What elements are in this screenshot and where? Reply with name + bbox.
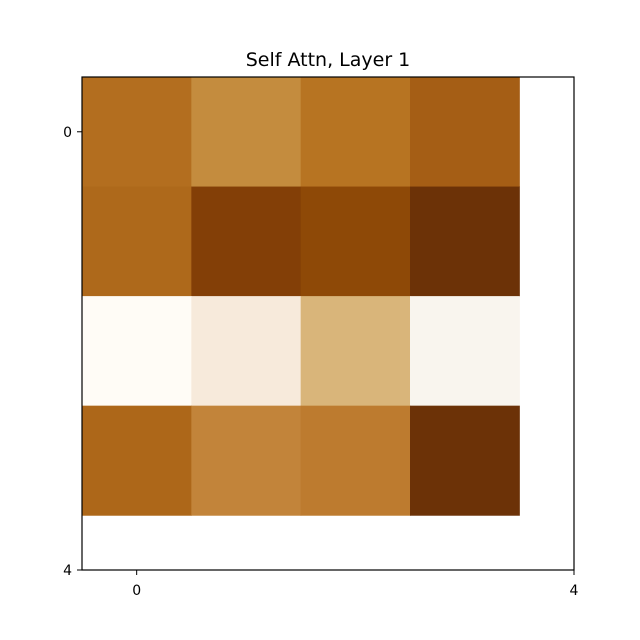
heatmap-cell-r1-c3 bbox=[410, 186, 520, 297]
axes-frame bbox=[81, 76, 575, 571]
heatmap-cell-r0-c1 bbox=[191, 77, 302, 188]
heatmap-cell-r0-c0 bbox=[82, 77, 192, 188]
heatmap-cell-r3-c3 bbox=[410, 405, 520, 516]
heatmap-cell-r1-c0 bbox=[82, 186, 192, 297]
heatmap-cell-r1-c2 bbox=[300, 186, 411, 297]
y-tick-label-1: 4 bbox=[63, 563, 72, 579]
heatmap-cell-r3-c2 bbox=[300, 405, 411, 516]
heatmap-cell-r3-c1 bbox=[191, 405, 302, 516]
heatmap-cell-r0-c2 bbox=[300, 77, 411, 188]
heatmap-cell-r3-c0 bbox=[82, 405, 192, 516]
x-tick-label-0: 0 bbox=[132, 583, 141, 599]
chart-title: Self Attn, Layer 1 bbox=[246, 49, 411, 71]
axis-ticks: 0 4 0 4 bbox=[63, 125, 578, 599]
heatmap-cell-r2-c3 bbox=[410, 296, 520, 407]
y-tick-label-0: 0 bbox=[63, 125, 72, 141]
x-tick-label-1: 4 bbox=[570, 583, 579, 599]
heatmap-cell-r2-c1 bbox=[191, 296, 302, 407]
heatmap-cell-r2-c2 bbox=[300, 296, 411, 407]
heatmap-cell-r1-c1 bbox=[191, 186, 302, 297]
heatmap-cells bbox=[82, 77, 520, 516]
heatmap-cell-r2-c0 bbox=[82, 296, 192, 407]
heatmap-cell-r0-c3 bbox=[410, 77, 520, 188]
